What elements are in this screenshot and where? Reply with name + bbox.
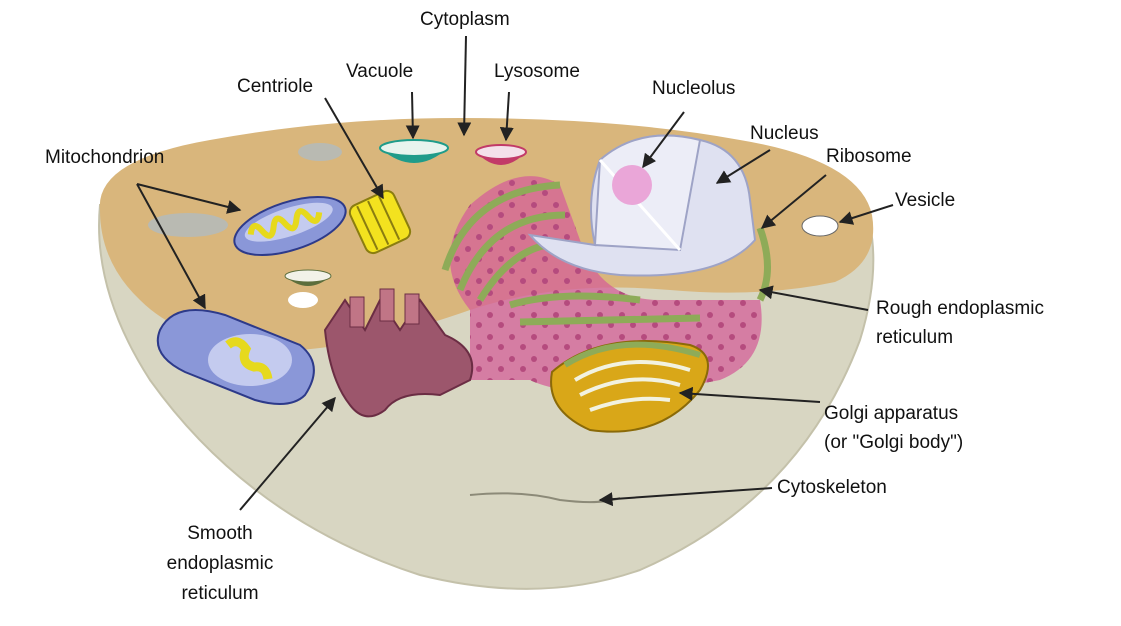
small-vesicle-rim xyxy=(284,269,332,283)
vacuole-label: Vacuole xyxy=(346,61,414,82)
surface-hole xyxy=(148,213,228,237)
smooth-er-label-line1: Smooth xyxy=(187,523,253,544)
vesicle-pointer xyxy=(838,204,894,225)
cytoplasm-pointer xyxy=(457,35,472,137)
smooth-er-shape xyxy=(323,298,474,418)
small-vesicle-white xyxy=(288,292,318,308)
smooth-er-tube xyxy=(404,293,420,325)
golgi-shape xyxy=(550,340,709,433)
nucleolus-pointer xyxy=(642,111,685,169)
nucleus-shape xyxy=(527,134,757,277)
rough-er-pointer xyxy=(758,285,869,311)
mitochondrion-upper-shape xyxy=(233,195,347,257)
lysosome-rim xyxy=(475,144,527,160)
smooth-er-tube xyxy=(349,296,365,328)
centriole-pointer xyxy=(324,97,384,200)
vesicle-label: Vesicle xyxy=(895,190,956,211)
mitochondrion-pointer-upper xyxy=(136,183,242,214)
rough-er-label-line1: Rough endoplasmic xyxy=(876,298,1044,319)
smooth-er-label-line2: endoplasmic xyxy=(166,553,274,574)
leader-lines xyxy=(136,35,894,511)
surface-hole xyxy=(298,143,342,161)
smooth-er-label-line3: reticulum xyxy=(181,583,259,604)
nucleolus-shape xyxy=(612,165,652,205)
cytoplasm-label: Cytoplasm xyxy=(420,9,510,30)
lysosome-label: Lysosome xyxy=(494,61,580,82)
lysosome-pointer xyxy=(499,91,514,142)
mitochondrion-lower-shape xyxy=(156,309,315,405)
smooth-er-pointer xyxy=(239,396,336,511)
golgi-pointer xyxy=(678,386,821,403)
vacuole-pointer xyxy=(405,91,420,140)
mitochondrion-label: Mitochondrion xyxy=(45,147,165,168)
rough-er-label-line2: reticulum xyxy=(876,327,954,348)
mitochondrion-pointer-lower xyxy=(136,183,206,310)
nucleus-pointer xyxy=(715,149,771,184)
vesicle-shape xyxy=(801,215,839,237)
nucleolus-label: Nucleolus xyxy=(652,78,736,99)
golgi-label-line2: (or "Golgi body") xyxy=(824,432,964,453)
smooth-er-tube xyxy=(379,288,395,322)
centriole-label: Centriole xyxy=(237,76,314,97)
cytoskeleton-label: Cytoskeleton xyxy=(777,477,887,498)
golgi-label-line1: Golgi apparatus xyxy=(824,403,959,424)
vacuole-rim xyxy=(379,139,449,157)
ribosome-pointer xyxy=(760,174,827,229)
cytoskeleton-pointer xyxy=(598,487,773,507)
ribosome-label: Ribosome xyxy=(826,146,912,167)
nucleus-label: Nucleus xyxy=(750,123,819,144)
centriole-shape xyxy=(348,189,412,255)
